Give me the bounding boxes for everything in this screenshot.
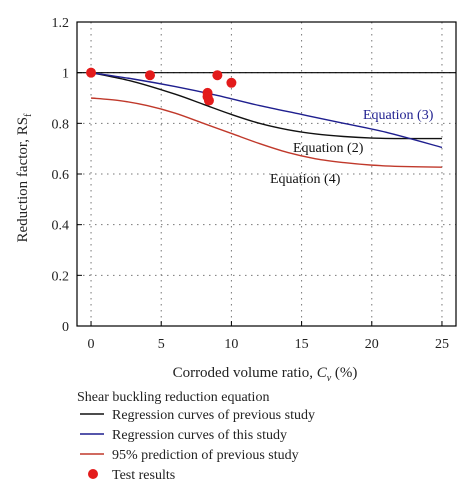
x-axis-title: Corroded volume ratio, Cv (%) <box>173 365 358 384</box>
y-tick-label: 0.6 <box>52 168 70 183</box>
y-tick-label: 0.4 <box>52 219 70 234</box>
series-equation-4-line <box>90 97 442 168</box>
y-tick-label: 0 <box>62 320 69 335</box>
equation-3-label: Equation (3) <box>363 108 434 123</box>
equation-2-label: Equation (2) <box>293 141 364 156</box>
y-tick-label: 1 <box>62 67 69 82</box>
series-lines <box>90 71 443 168</box>
x-axis: 0 5 10 15 20 25 <box>88 321 449 352</box>
test-result-point <box>203 95 214 106</box>
y-axis: 0 0.2 0.4 0.6 0.8 1 1.2 <box>52 16 82 335</box>
x-tick-label: 15 <box>295 337 309 352</box>
legend-label: Regression curves of this study <box>112 428 287 443</box>
equation-4-label: Equation (4) <box>270 172 341 187</box>
test-result-point <box>86 67 97 78</box>
x-tick-label: 25 <box>435 337 449 352</box>
y-axis-title: Reduction factor, RSf <box>15 113 34 243</box>
x-tick-label: 0 <box>88 337 95 352</box>
legend-entry: 95% prediction of previous study <box>80 448 299 463</box>
legend-label: Test results <box>112 468 175 483</box>
y-tick-label: 0.8 <box>52 117 70 132</box>
test-result-point <box>144 70 155 81</box>
x-tick-label: 10 <box>224 337 238 352</box>
series-equation-2-line <box>90 71 442 140</box>
legend-entry: Regression curves of previous study <box>80 408 315 423</box>
y-tick-label: 0.2 <box>52 269 70 284</box>
legend-entry: Test results <box>88 468 175 483</box>
test-result-point <box>226 77 237 88</box>
plot-area <box>76 21 457 327</box>
legend-label: 95% prediction of previous study <box>112 448 299 463</box>
grid <box>77 21 456 327</box>
series-equation-3-line <box>90 71 443 149</box>
legend-title: Shear buckling reduction equation <box>77 390 269 405</box>
test-result-points <box>86 67 237 106</box>
x-tick-label: 5 <box>158 337 165 352</box>
y-tick-label: 1.2 <box>52 16 70 31</box>
legend: Shear buckling reduction equation Regres… <box>77 390 315 483</box>
test-result-point <box>212 70 223 81</box>
legend-label: Regression curves of previous study <box>112 408 315 423</box>
legend-swatch-dot <box>88 469 98 479</box>
legend-entry: Regression curves of this study <box>80 428 287 443</box>
x-tick-label: 20 <box>365 337 379 352</box>
